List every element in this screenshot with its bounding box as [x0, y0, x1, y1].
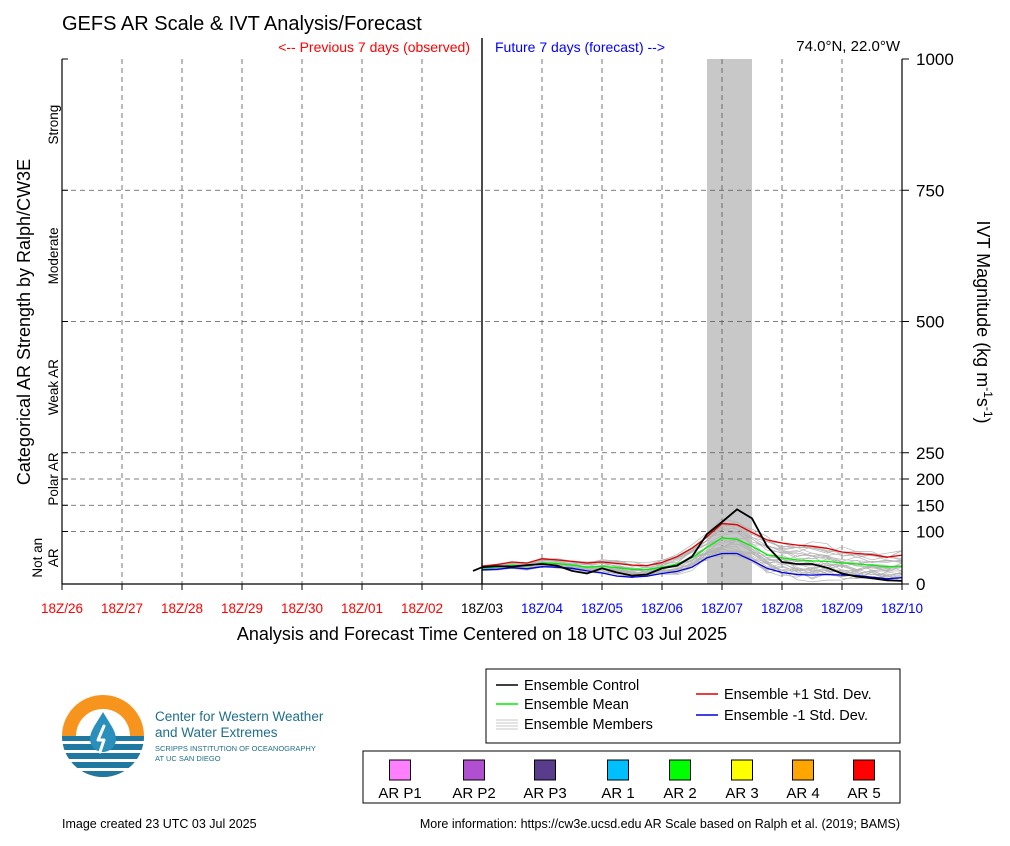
x-axis-label: Analysis and Forecast Time Centered on 1…	[237, 624, 727, 644]
ar-scale-label: AR 2	[663, 785, 696, 802]
x-tick-label: 18Z/10	[881, 601, 923, 616]
logo-line2: and Water Extremes	[155, 725, 278, 740]
x-tick-label: 18Z/03	[461, 601, 503, 616]
x-tick-label: 18Z/06	[641, 601, 683, 616]
y-axis-right-label: IVT Magnitude (kg m-1s-1)	[973, 220, 995, 423]
series-legend: Ensemble Control Ensemble Mean Ensemble …	[485, 668, 901, 744]
x-tick-label: 18Z/02	[401, 601, 443, 616]
logo-line4: AT UC SAN DIEGO	[155, 754, 221, 763]
y-tick-labels: 0 100 150 200 250 500 750 1000	[916, 50, 954, 594]
category-label: Not an	[30, 538, 45, 578]
x-tick-label: 18Z/28	[161, 601, 203, 616]
legend-minus-std-label: Ensemble -1 Std. Dev.	[724, 708, 868, 724]
category-label: Strong	[46, 105, 61, 145]
ar-scale-swatch	[731, 759, 753, 781]
category-label: AR	[46, 548, 61, 567]
category-labels: Strong Moderate Weak AR Polar AR Not an AR	[30, 105, 61, 578]
plus-std-line	[481, 522, 903, 567]
legend-mean-label: Ensemble Mean	[524, 697, 629, 713]
ar-scale-swatch	[669, 759, 691, 781]
future-period-label: Future 7 days (forecast) -->	[495, 39, 665, 55]
footer-info: More information: https://cw3e.ucsd.edu …	[420, 817, 900, 831]
x-tick-label: 18Z/09	[821, 601, 863, 616]
ar-scale-label: AR P3	[523, 785, 566, 802]
x-tick-label: 18Z/30	[281, 601, 323, 616]
grid-lines	[62, 59, 902, 584]
ensemble-member-line	[482, 528, 903, 570]
y-tick-label: 200	[916, 470, 944, 489]
control-line	[472, 508, 903, 582]
y-tick-label: 500	[916, 313, 944, 332]
y-tick-label: 150	[916, 496, 944, 515]
legend-members-label: Ensemble Members	[524, 717, 653, 733]
x-tick-label: 18Z/04	[521, 601, 564, 616]
legend-plus-std-label: Ensemble +1 Std. Dev.	[724, 687, 872, 703]
x-tick-label: 18Z/08	[761, 601, 803, 616]
minus-std-line	[481, 552, 903, 580]
category-label: Weak AR	[46, 359, 61, 415]
y-tick-label: 750	[916, 181, 944, 200]
y-tick-label: 250	[916, 444, 944, 463]
ar-scale-swatch	[463, 759, 485, 781]
legend-members-swatch	[496, 719, 518, 730]
x-tick-label: 18Z/26	[41, 601, 83, 616]
logo-line1: Center for Western Weather	[155, 709, 324, 724]
x-tick-label: 18Z/07	[701, 601, 743, 616]
ar-scale-swatch	[792, 759, 814, 781]
category-label: Moderate	[46, 227, 61, 284]
mean-line	[481, 537, 903, 571]
x-tick-label: 18Z/29	[221, 601, 263, 616]
ar-scale-label: AR 3	[725, 785, 758, 802]
ar-scale-label: AR 5	[847, 785, 880, 802]
ar-scale-swatch	[389, 759, 411, 781]
location-label: 74.0°N, 22.0°W	[796, 38, 901, 55]
y-axis-left-label: Categorical AR Strength by Ralph/CW3E	[14, 159, 34, 485]
ar-scale-label: AR 1	[601, 785, 634, 802]
x-tick-label: 18Z/05	[581, 601, 623, 616]
ar-scale-swatch	[853, 759, 875, 781]
y-tick-label: 100	[916, 523, 944, 542]
legend-control-label: Ensemble Control	[524, 678, 639, 694]
logo-line3: SCRIPPS INSTITUTION OF OCEANOGRAPHY	[155, 744, 316, 753]
y-tick-label: 1000	[916, 50, 954, 69]
chart-title: GEFS AR Scale & IVT Analysis/Forecast	[62, 13, 422, 35]
previous-period-label: <-- Previous 7 days (observed)	[278, 39, 470, 55]
ar-scale-label: AR P1	[378, 785, 421, 802]
category-label: Polar AR	[46, 452, 61, 506]
x-tick-labels: 18Z/26 18Z/27 18Z/28 18Z/29 18Z/30 18Z/01 18Z/…	[41, 601, 923, 616]
ar-scale-legend: AR P1 AR P2 AR P3 AR 1 AR 2 AR 3 AR 4 AR 5	[362, 750, 901, 804]
footer-created: Image created 23 UTC 03 Jul 2025	[62, 817, 257, 831]
axes	[61, 38, 909, 590]
series-lines	[472, 508, 903, 582]
ar-scale-label: AR 4	[786, 785, 819, 802]
ar-scale-swatch	[607, 759, 629, 781]
ar-scale-label: AR P2	[452, 785, 495, 802]
cw3e-logo: Center for Western Weather and Water Ext…	[62, 695, 324, 777]
ar-scale-swatch	[534, 759, 556, 781]
y-tick-label: 0	[916, 575, 925, 594]
x-tick-label: 18Z/01	[341, 601, 383, 616]
x-tick-label: 18Z/27	[101, 601, 143, 616]
